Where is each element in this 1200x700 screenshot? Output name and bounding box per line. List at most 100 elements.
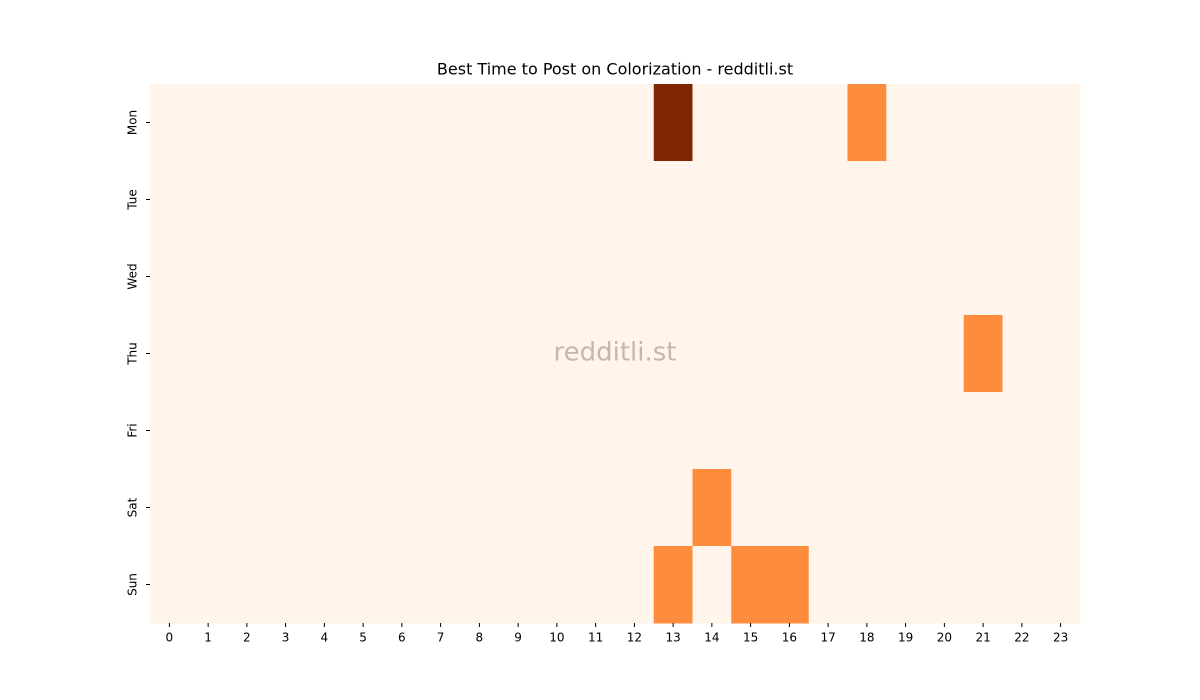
heatmap-cell <box>421 546 461 624</box>
heatmap-cell <box>847 161 887 239</box>
heatmap-cell <box>615 392 655 470</box>
heatmap-cell <box>886 546 926 624</box>
heatmap-cell <box>382 161 422 239</box>
x-tick-label: 19 <box>898 631 913 645</box>
heatmap-cell <box>731 238 771 316</box>
heatmap-cell <box>498 546 538 624</box>
heatmap-cell <box>421 392 461 470</box>
heatmap-cell <box>886 84 926 162</box>
heatmap-cell <box>1002 392 1042 470</box>
heatmap-cell <box>227 161 267 239</box>
x-tick-label: 12 <box>627 631 642 645</box>
heatmap-cell <box>925 469 965 547</box>
heatmap-cell <box>731 546 771 624</box>
x-tick-label: 18 <box>859 631 874 645</box>
heatmap-cell <box>460 469 500 547</box>
heatmap-cell <box>266 315 306 393</box>
heatmap-cell <box>847 84 887 162</box>
heatmap-cell <box>460 315 500 393</box>
heatmap-cell <box>692 84 732 162</box>
y-tick-label: Wed <box>126 263 140 289</box>
heatmap-cell <box>576 469 616 547</box>
heatmap-cell <box>615 238 655 316</box>
heatmap-cell <box>188 546 228 624</box>
heatmap-cell <box>498 238 538 316</box>
heatmap-cell <box>653 469 693 547</box>
heatmap-cell <box>925 161 965 239</box>
heatmap-cell <box>1041 546 1081 624</box>
heatmap-cell <box>188 392 228 470</box>
x-tick-label: 22 <box>1014 631 1029 645</box>
heatmap-cell <box>963 238 1003 316</box>
x-tick-label: 5 <box>359 631 367 645</box>
heatmap-cell <box>925 315 965 393</box>
heatmap-cell <box>847 546 887 624</box>
heatmap-cell <box>150 392 190 470</box>
heatmap-cell <box>382 238 422 316</box>
heatmap-cell <box>227 315 267 393</box>
heatmap-cell <box>227 238 267 316</box>
x-tick-label: 2 <box>243 631 251 645</box>
x-tick-label: 21 <box>975 631 990 645</box>
heatmap-cell <box>188 315 228 393</box>
heatmap-cell <box>460 546 500 624</box>
x-tick-label: 10 <box>549 631 564 645</box>
heatmap-cell <box>1002 238 1042 316</box>
heatmap-cell <box>847 238 887 316</box>
heatmap-cell <box>382 392 422 470</box>
heatmap-cell <box>615 161 655 239</box>
heatmap-cell <box>692 546 732 624</box>
heatmap-cell <box>1002 84 1042 162</box>
heatmap-cell <box>1041 238 1081 316</box>
heatmap-cell <box>808 84 848 162</box>
heatmap-cell <box>886 161 926 239</box>
heatmap-cell <box>653 238 693 316</box>
heatmap-cell <box>266 546 306 624</box>
heatmap-cell <box>847 392 887 470</box>
heatmap-cell <box>808 469 848 547</box>
heatmap-cell <box>266 161 306 239</box>
y-tick-label: Sat <box>126 497 140 517</box>
heatmap-cell <box>382 315 422 393</box>
heatmap-cell <box>421 238 461 316</box>
heatmap-cell <box>305 84 345 162</box>
heatmap-cell <box>963 315 1003 393</box>
heatmap-cell <box>421 161 461 239</box>
heatmap-cell <box>576 84 616 162</box>
heatmap-cell <box>886 392 926 470</box>
y-tick-label: Mon <box>126 110 140 135</box>
x-tick-label: 20 <box>937 631 952 645</box>
x-tick-label: 13 <box>665 631 680 645</box>
heatmap-cell <box>770 315 810 393</box>
heatmap-cell <box>382 84 422 162</box>
heatmap-cell <box>925 84 965 162</box>
x-tick-label: 4 <box>321 631 329 645</box>
heatmap-cell <box>537 469 577 547</box>
heatmap-cell <box>731 84 771 162</box>
heatmap-cell <box>963 84 1003 162</box>
heatmap-cell <box>537 392 577 470</box>
heatmap-cell <box>847 469 887 547</box>
heatmap-cell <box>808 315 848 393</box>
heatmap-cell <box>266 84 306 162</box>
heatmap-cell <box>150 315 190 393</box>
heatmap-cell <box>498 315 538 393</box>
heatmap-cell <box>150 546 190 624</box>
heatmap-cell <box>576 392 616 470</box>
heatmap-cell <box>731 392 771 470</box>
heatmap-cell <box>343 469 383 547</box>
heatmap-cell <box>150 238 190 316</box>
heatmap-cell <box>731 469 771 547</box>
heatmap-cell <box>808 392 848 470</box>
heatmap-cell <box>925 392 965 470</box>
heatmap-cell <box>653 84 693 162</box>
heatmap-cell <box>537 315 577 393</box>
heatmap-cell <box>886 469 926 547</box>
heatmap-cell <box>692 392 732 470</box>
heatmap-cell <box>886 315 926 393</box>
heatmap-cell <box>1041 392 1081 470</box>
heatmap-cell <box>963 546 1003 624</box>
heatmap-cell <box>421 315 461 393</box>
heatmap-cell <box>770 469 810 547</box>
heatmap-cell <box>305 238 345 316</box>
